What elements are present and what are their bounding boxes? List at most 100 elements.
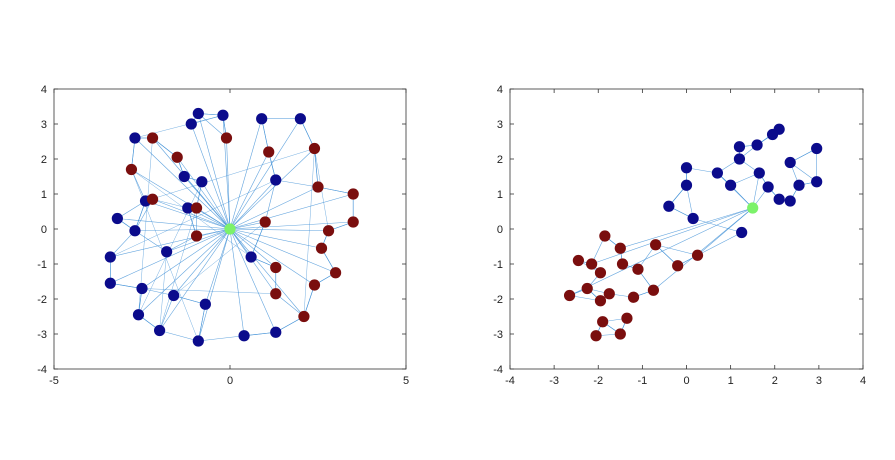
data-point: [111, 212, 123, 225]
data-point: [627, 291, 640, 303]
data-point: [811, 176, 823, 188]
edge-line: [159, 228, 231, 331]
data-point: [190, 202, 203, 214]
x-tick-label: -3: [549, 375, 559, 387]
edge-line: [198, 335, 245, 343]
left-network-plot: -5 0 5 -4 -3 -2 -1 0 1 2 3 4: [37, 84, 409, 387]
edge-line: [591, 207, 753, 265]
edge-line: [229, 179, 276, 230]
edge-line: [134, 137, 231, 230]
data-point: [621, 312, 633, 324]
data-point: [762, 181, 774, 193]
edge-line: [317, 185, 354, 195]
edge-line: [685, 185, 694, 219]
data-point: [680, 179, 693, 191]
edge-line: [229, 227, 322, 249]
data-point: [784, 156, 796, 169]
edge-line: [152, 199, 188, 209]
edge-line: [134, 230, 167, 253]
center-point: [747, 202, 759, 214]
data-point: [192, 335, 204, 347]
data-point: [614, 328, 626, 340]
data-point: [616, 258, 629, 270]
data-point: [104, 251, 116, 263]
nodes: [104, 107, 359, 347]
data-point: [793, 179, 805, 191]
edge-line: [229, 221, 354, 231]
edge-line: [697, 232, 742, 256]
data-point: [270, 288, 282, 300]
edge-line: [229, 118, 263, 230]
x-tick-label: 3: [816, 375, 822, 387]
edge-line: [110, 227, 231, 258]
edge-line: [312, 148, 319, 188]
x-tick-label: 5: [403, 375, 409, 387]
data-point: [270, 261, 282, 274]
edge-line: [250, 221, 266, 258]
data-point: [586, 258, 598, 270]
data-point: [146, 132, 159, 144]
y-tick-label: -3: [37, 329, 47, 341]
edge-line: [197, 228, 231, 342]
edge-line: [110, 230, 136, 258]
data-point: [256, 113, 268, 125]
y-tick-label: 1: [41, 189, 47, 201]
data-point: [182, 202, 194, 214]
data-point: [171, 151, 183, 163]
edge-line: [166, 235, 197, 253]
edge-line: [196, 228, 231, 238]
data-point: [154, 324, 166, 337]
data-point: [572, 254, 584, 267]
data-point: [563, 289, 576, 302]
x-tick-label: 0: [683, 375, 689, 387]
data-point: [161, 246, 173, 258]
edge-line: [131, 169, 252, 258]
data-point: [691, 249, 704, 261]
edge-line: [141, 228, 231, 289]
edge-line: [226, 137, 233, 230]
data-point: [125, 163, 138, 176]
edge-line: [145, 147, 315, 202]
x-tick-label: -2: [593, 375, 603, 387]
edge-line: [201, 181, 231, 230]
data-point: [192, 107, 204, 120]
data-point: [603, 288, 615, 300]
edge-line: [141, 288, 276, 296]
y-tick-label: -1: [37, 259, 47, 271]
edge-line: [260, 118, 270, 153]
edge-line: [229, 186, 319, 230]
data-point: [129, 225, 141, 237]
data-point: [270, 326, 282, 338]
edge-line: [264, 179, 277, 223]
data-point: [581, 282, 593, 295]
edge-line: [110, 179, 276, 258]
edge-line: [117, 218, 231, 231]
data-point: [784, 195, 796, 207]
edge-line: [138, 228, 231, 315]
data-point: [308, 142, 321, 155]
x-tick-label: 0: [227, 375, 233, 387]
data-point: [650, 239, 662, 251]
data-point: [597, 316, 609, 328]
data-point: [199, 298, 211, 310]
edge-line: [205, 228, 231, 305]
data-point: [736, 226, 748, 239]
edge-line: [173, 228, 231, 296]
edge-line: [190, 123, 231, 230]
data-point: [217, 109, 229, 121]
edge-line: [275, 293, 305, 317]
right-network-plot: -4 -3 -2 -1 0 1 2 3 4 -4 -3 -2 -1 0 1 2 3 4: [493, 84, 866, 387]
data-point: [129, 132, 141, 144]
edge-line: [229, 220, 266, 230]
y-tick-label: 4: [497, 84, 503, 96]
edge-line: [173, 221, 266, 296]
y-tick-label: 3: [497, 119, 503, 131]
data-point: [347, 188, 359, 200]
y-tick-label: -3: [493, 329, 503, 341]
edge-line: [198, 304, 207, 342]
edge-line: [134, 228, 231, 233]
y-tick-label: -2: [493, 294, 503, 306]
x-tick-label: -5: [49, 375, 59, 387]
data-point: [766, 128, 779, 141]
data-point: [196, 176, 208, 188]
